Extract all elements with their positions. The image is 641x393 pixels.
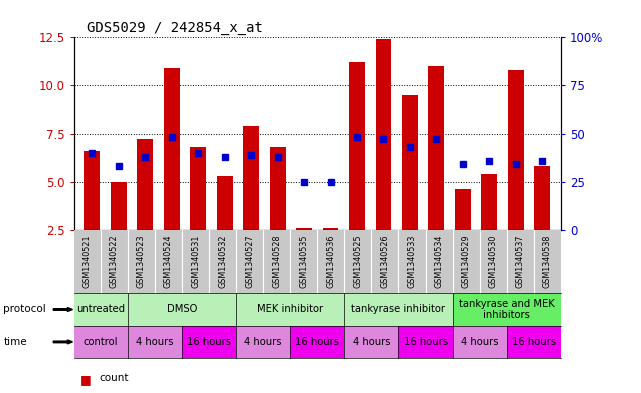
Text: GSM1340528: GSM1340528	[272, 235, 281, 288]
Text: GSM1340533: GSM1340533	[408, 235, 417, 288]
Bar	[296, 228, 312, 230]
Bar	[270, 147, 285, 230]
Text: GSM1340534: GSM1340534	[435, 235, 444, 288]
Bar	[322, 228, 338, 230]
Text: time: time	[3, 337, 27, 347]
Text: GDS5029 / 242854_x_at: GDS5029 / 242854_x_at	[87, 21, 262, 35]
Text: untreated: untreated	[76, 305, 126, 314]
Text: 4 hours: 4 hours	[244, 337, 282, 347]
Bar	[243, 126, 259, 230]
Text: GSM1340530: GSM1340530	[488, 235, 497, 288]
Bar	[481, 174, 497, 230]
Text: GSM1340527: GSM1340527	[245, 235, 254, 288]
Text: protocol: protocol	[3, 305, 46, 314]
Bar	[349, 62, 365, 230]
Text: 4 hours: 4 hours	[353, 337, 390, 347]
Bar	[455, 189, 471, 230]
Bar	[85, 151, 100, 230]
Text: GSM1340525: GSM1340525	[353, 235, 362, 288]
Text: GSM1340536: GSM1340536	[326, 235, 335, 288]
Text: control: control	[83, 337, 118, 347]
Text: count: count	[99, 373, 129, 383]
Text: GSM1340537: GSM1340537	[516, 235, 525, 288]
Bar	[508, 70, 524, 230]
Text: 16 hours: 16 hours	[512, 337, 556, 347]
Bar	[111, 182, 127, 230]
Text: 16 hours: 16 hours	[404, 337, 447, 347]
Text: GSM1340526: GSM1340526	[381, 235, 390, 288]
Bar	[428, 66, 444, 230]
Text: GSM1340524: GSM1340524	[164, 235, 173, 288]
Text: GSM1340522: GSM1340522	[110, 235, 119, 288]
Text: tankyrase and MEK
inhibitors: tankyrase and MEK inhibitors	[459, 299, 554, 320]
Text: ■: ■	[80, 373, 92, 386]
Text: GSM1340532: GSM1340532	[218, 235, 227, 288]
Text: 16 hours: 16 hours	[187, 337, 231, 347]
Text: GSM1340523: GSM1340523	[137, 235, 146, 288]
Text: 4 hours: 4 hours	[136, 337, 174, 347]
Text: 4 hours: 4 hours	[461, 337, 499, 347]
Text: GSM1340535: GSM1340535	[299, 235, 308, 288]
Text: GSM1340531: GSM1340531	[191, 235, 200, 288]
Text: 16 hours: 16 hours	[296, 337, 339, 347]
Text: MEK inhibitor: MEK inhibitor	[257, 305, 323, 314]
Text: GSM1340521: GSM1340521	[83, 235, 92, 288]
Bar	[535, 166, 550, 230]
Bar	[217, 176, 233, 230]
Text: tankyrase inhibitor: tankyrase inhibitor	[351, 305, 445, 314]
Bar	[190, 147, 206, 230]
Bar	[402, 95, 418, 230]
Bar	[137, 140, 153, 230]
Bar	[376, 39, 392, 230]
Text: GSM1340529: GSM1340529	[462, 235, 470, 288]
Text: GSM1340538: GSM1340538	[543, 235, 552, 288]
Bar	[163, 68, 179, 230]
Text: DMSO: DMSO	[167, 305, 197, 314]
